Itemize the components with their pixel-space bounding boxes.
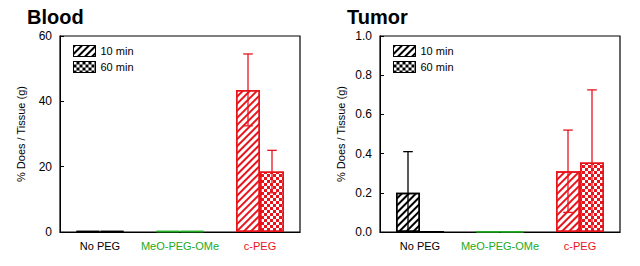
svg-text:0: 0 [45, 225, 52, 239]
svg-text:MeO-PEG-OMe: MeO-PEG-OMe [141, 240, 219, 252]
svg-text:Tumor: Tumor [347, 6, 408, 28]
svg-text:10 min: 10 min [421, 45, 454, 57]
svg-text:20: 20 [39, 160, 53, 174]
svg-text:10 min: 10 min [101, 45, 134, 57]
svg-text:c-PEG: c-PEG [564, 240, 596, 252]
svg-text:0.6: 0.6 [355, 107, 372, 121]
svg-text:0.0: 0.0 [355, 225, 372, 239]
svg-text:60 min: 60 min [101, 61, 134, 73]
svg-text:0.8: 0.8 [355, 68, 372, 82]
svg-text:% Does / Tissue (g): % Does / Tissue (g) [15, 86, 27, 182]
svg-text:40: 40 [39, 94, 53, 108]
svg-text:MeO-PEG-OMe: MeO-PEG-OMe [461, 240, 539, 252]
svg-text:No PEG: No PEG [400, 240, 440, 252]
svg-text:60: 60 [39, 29, 53, 43]
svg-text:Blood: Blood [27, 6, 84, 28]
svg-text:60 min: 60 min [421, 61, 454, 73]
svg-text:% Does / Tissue (g): % Does / Tissue (g) [335, 86, 347, 182]
svg-text:c-PEG: c-PEG [244, 240, 276, 252]
svg-text:No PEG: No PEG [80, 240, 120, 252]
svg-text:0.4: 0.4 [355, 147, 372, 161]
svg-text:0.2: 0.2 [355, 186, 372, 200]
svg-text:1.0: 1.0 [355, 29, 372, 43]
